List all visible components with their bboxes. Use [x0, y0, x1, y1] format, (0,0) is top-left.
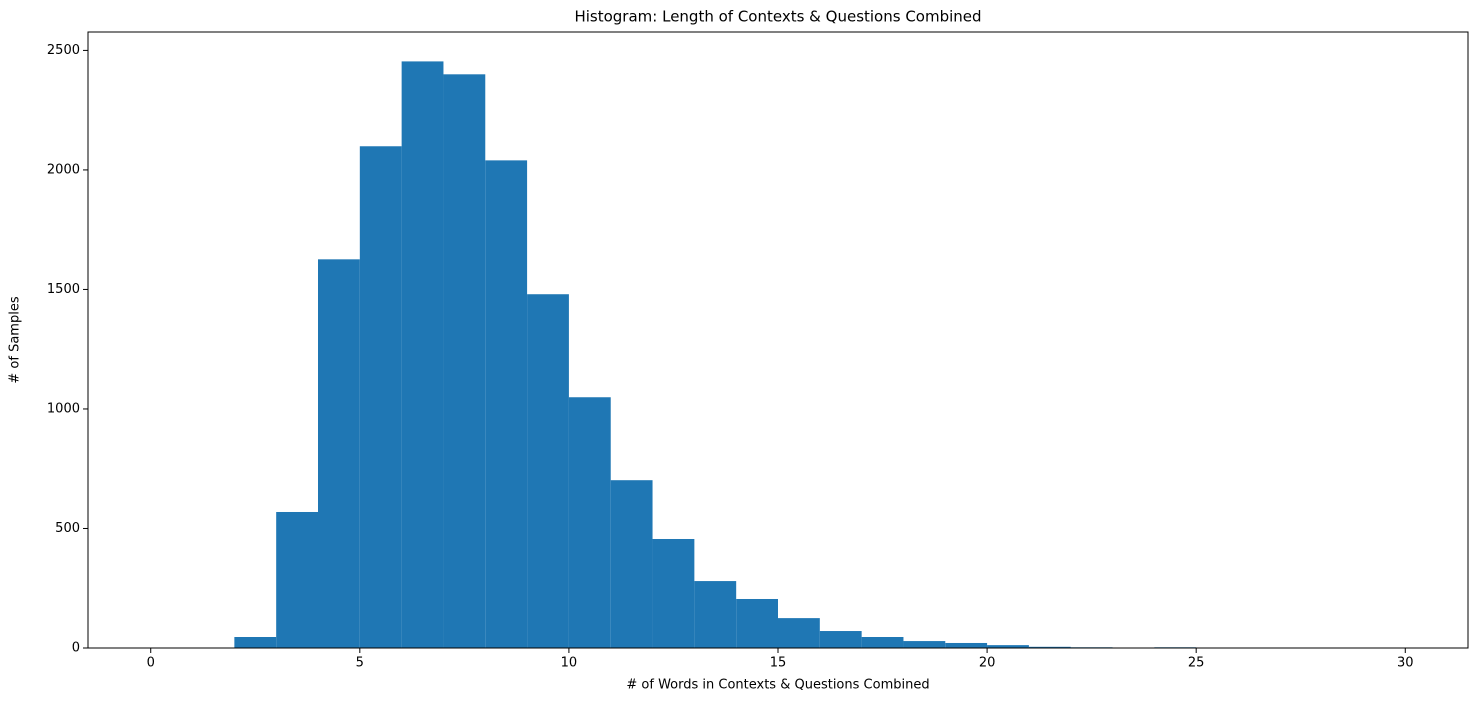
bar — [443, 74, 486, 648]
y-tick-label: 2500 — [47, 43, 80, 58]
bar — [819, 631, 862, 648]
y-tick-label: 500 — [55, 521, 80, 536]
x-tick-label: 20 — [979, 656, 996, 671]
x-tick-label: 15 — [770, 656, 787, 671]
bar — [652, 538, 695, 648]
bar — [359, 146, 402, 648]
bar — [234, 637, 277, 648]
bar — [568, 397, 611, 648]
x-tick-label: 30 — [1397, 656, 1414, 671]
x-tick-label: 5 — [356, 656, 364, 671]
bar — [945, 642, 988, 648]
bar — [1028, 646, 1071, 648]
bar — [778, 618, 820, 648]
bar — [987, 645, 1029, 648]
x-tick-label: 10 — [561, 656, 578, 671]
y-tick-label: 0 — [72, 641, 80, 656]
bar — [318, 259, 360, 648]
y-tick-label: 1000 — [47, 401, 80, 416]
bar — [276, 511, 318, 648]
bar — [401, 61, 444, 649]
bar — [861, 637, 904, 648]
bar — [903, 641, 946, 648]
bar — [694, 581, 737, 648]
y-tick-label: 2000 — [47, 162, 80, 177]
x-tick-label: 25 — [1188, 656, 1205, 671]
x-tick-label: 0 — [147, 656, 155, 671]
y-axis-label: # of Samples — [8, 296, 23, 383]
bar — [527, 294, 569, 648]
bar — [736, 598, 778, 648]
y-tick-label: 1500 — [47, 282, 80, 297]
bar — [485, 160, 528, 648]
x-axis-label: # of Words in Contexts & Questions Combi… — [626, 678, 929, 693]
chart-title: Histogram: Length of Contexts & Question… — [574, 8, 981, 26]
bar — [610, 480, 653, 648]
